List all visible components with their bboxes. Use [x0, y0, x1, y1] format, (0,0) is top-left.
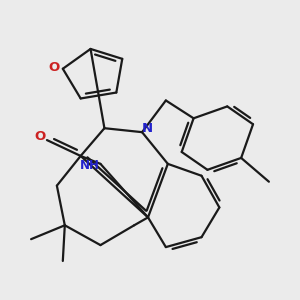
Text: N: N [142, 122, 153, 135]
Text: NH: NH [80, 159, 99, 172]
Text: O: O [49, 61, 60, 74]
Text: O: O [34, 130, 46, 142]
